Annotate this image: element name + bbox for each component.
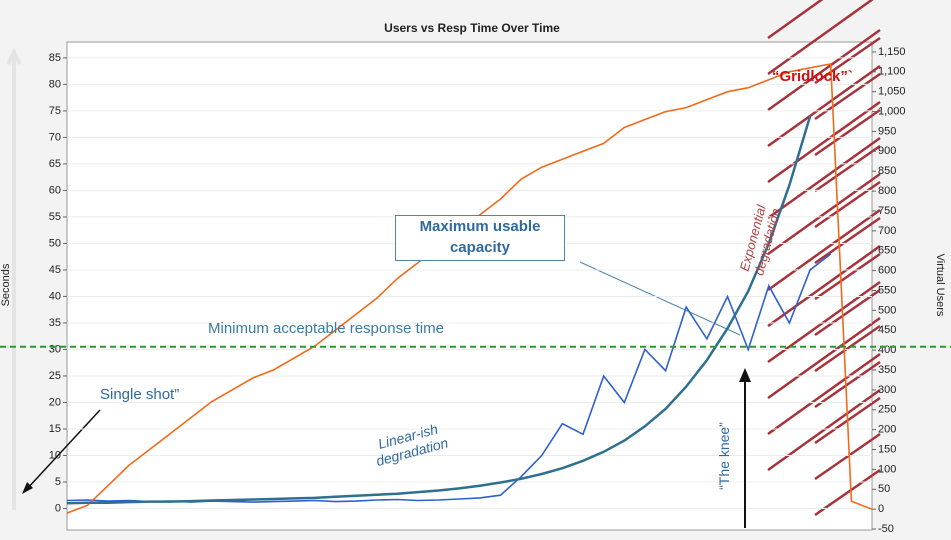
y2-tick-label: 450 (878, 324, 896, 336)
y-tick-label: 10 (49, 449, 61, 461)
hatch-line (767, 244, 881, 328)
y2-tick-label: 950 (878, 125, 896, 137)
knee-arrowhead (739, 368, 751, 382)
y2-tick-label: 300 (878, 384, 896, 396)
hatch-line (767, 28, 881, 112)
y-tick-label: 0 (55, 502, 61, 514)
y-tick-label: 85 (49, 52, 61, 64)
hatch-line (767, 0, 874, 76)
y2-tick-label: 700 (878, 225, 896, 237)
y2-tick-label: 650 (878, 245, 896, 257)
y-tick-label: 20 (49, 396, 61, 408)
minimum-annotation: Minimum acceptable response time (208, 320, 444, 337)
y2-tick-label: 200 (878, 424, 896, 436)
y2-tick-label: 150 (878, 443, 896, 455)
hatch-line (814, 180, 881, 229)
hatch-line (814, 72, 881, 121)
single-annotation: Single shot” (100, 386, 180, 403)
series-line (66, 115, 812, 505)
y-tick-label: 30 (49, 343, 61, 355)
hatch-line (814, 288, 881, 337)
hatch-line (814, 252, 881, 301)
y-tick-label: 65 (49, 158, 61, 170)
hatch-line (814, 144, 881, 193)
y2-tick-label: 500 (878, 304, 896, 316)
hatch-line (767, 64, 881, 148)
y-tick-label: 60 (49, 184, 61, 196)
y2-tick-label: 350 (878, 364, 896, 376)
single-arrowhead (22, 482, 33, 494)
y-tick-label: 25 (49, 370, 61, 382)
y2-tick-label: 100 (878, 463, 896, 475)
y2-tick-label: 1,050 (878, 86, 906, 98)
y-tick-label: 70 (49, 131, 61, 143)
y2-axis-label: Virtual Users (934, 254, 946, 317)
hatch-line (767, 352, 881, 436)
hatch-line (767, 172, 881, 256)
single-arrow (25, 409, 101, 491)
y2-tick-label: 50 (878, 483, 890, 495)
hatch-line (767, 208, 881, 292)
y-tick-label: 80 (49, 78, 61, 90)
hatch-line (814, 324, 881, 373)
y2-tick-label: 1,150 (878, 46, 906, 58)
hatch-line (814, 108, 881, 157)
hatch-line (767, 388, 881, 472)
hatch-line (814, 36, 881, 85)
y2-tick-label: 550 (878, 284, 896, 296)
y-tick-label: 5 (55, 476, 61, 488)
hatch-line (767, 280, 881, 364)
y2-tick-label: -50 (878, 523, 894, 535)
y2-tick-label: 900 (878, 145, 896, 157)
hatch-line (767, 316, 881, 400)
hatch-line (767, 0, 824, 40)
hatch-line (814, 468, 881, 517)
y-tick-label: 15 (49, 423, 61, 435)
y2-tick-label: 850 (878, 165, 896, 177)
chart-title: Users vs Resp Time Over Time (384, 21, 560, 35)
gridlock-hatch (767, 0, 881, 517)
y2-tick-label: 250 (878, 404, 896, 416)
plot-area (66, 41, 873, 531)
y2-tick-label: 800 (878, 185, 896, 197)
hatch-line (814, 360, 881, 409)
y2-tick-label: 1,100 (878, 66, 906, 78)
y2-tick-label: 600 (878, 265, 896, 277)
y-tick-label: 75 (49, 105, 61, 117)
y-tick-label: 35 (49, 317, 61, 329)
y-axis-label: Seconds (0, 263, 12, 306)
gridlock-annotation: “Gridlock”` (772, 68, 853, 85)
y2-tick-label: 0 (878, 503, 884, 515)
capacity-annotation: Maximum usable capacity (395, 215, 565, 261)
hatch-line (814, 432, 881, 481)
hatch-line (767, 100, 881, 184)
y2-tick-label: 1,000 (878, 105, 906, 117)
y2-tick-label: 750 (878, 205, 896, 217)
hatch-line (767, 136, 881, 220)
y-tick-label: 45 (49, 264, 61, 276)
hatch-line (814, 216, 881, 265)
y-tick-label: 40 (49, 290, 61, 302)
knee-annotation: “The knee” (715, 422, 732, 490)
y-tick-label: 55 (49, 211, 61, 223)
y-tick-label: 50 (49, 237, 61, 249)
axis-arrow (6, 47, 22, 510)
